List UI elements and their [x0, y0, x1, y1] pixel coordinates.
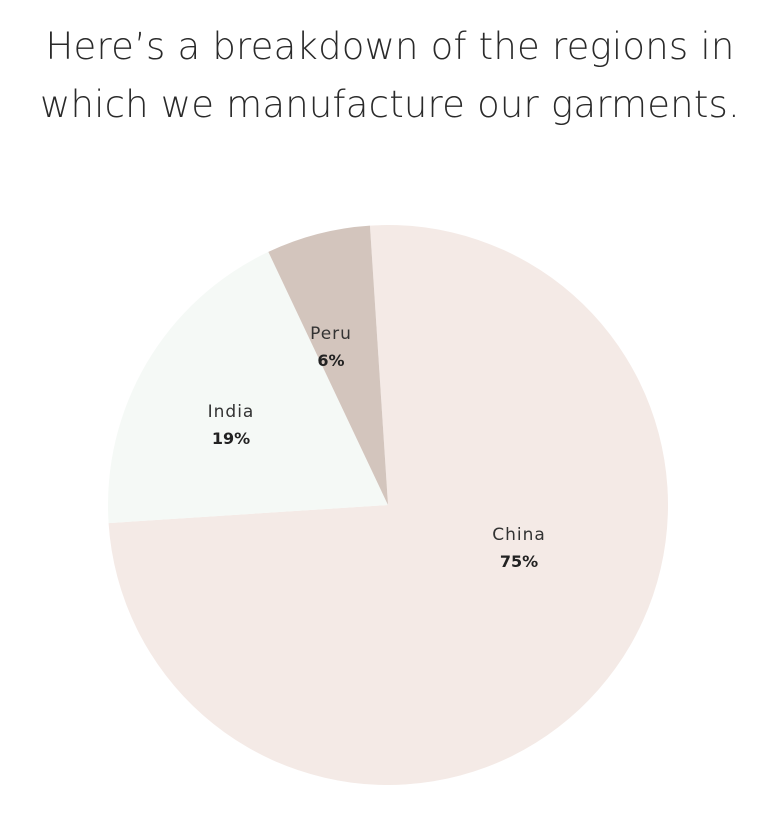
slice-label-peru: Peru: [310, 324, 352, 344]
slice-label-india: India: [208, 402, 255, 422]
slice-value-peru: 6%: [317, 351, 344, 370]
pie-slice-peru: [268, 225, 388, 506]
chart-title: Here’s a breakdown of the regions in whi…: [40, 25, 740, 126]
pie-slice-china: [108, 225, 668, 786]
slice-value-india: 19%: [212, 429, 250, 448]
slice-value-china: 75%: [500, 552, 538, 571]
pie-slice-india: [108, 251, 388, 524]
slice-label-china: China: [492, 525, 546, 545]
